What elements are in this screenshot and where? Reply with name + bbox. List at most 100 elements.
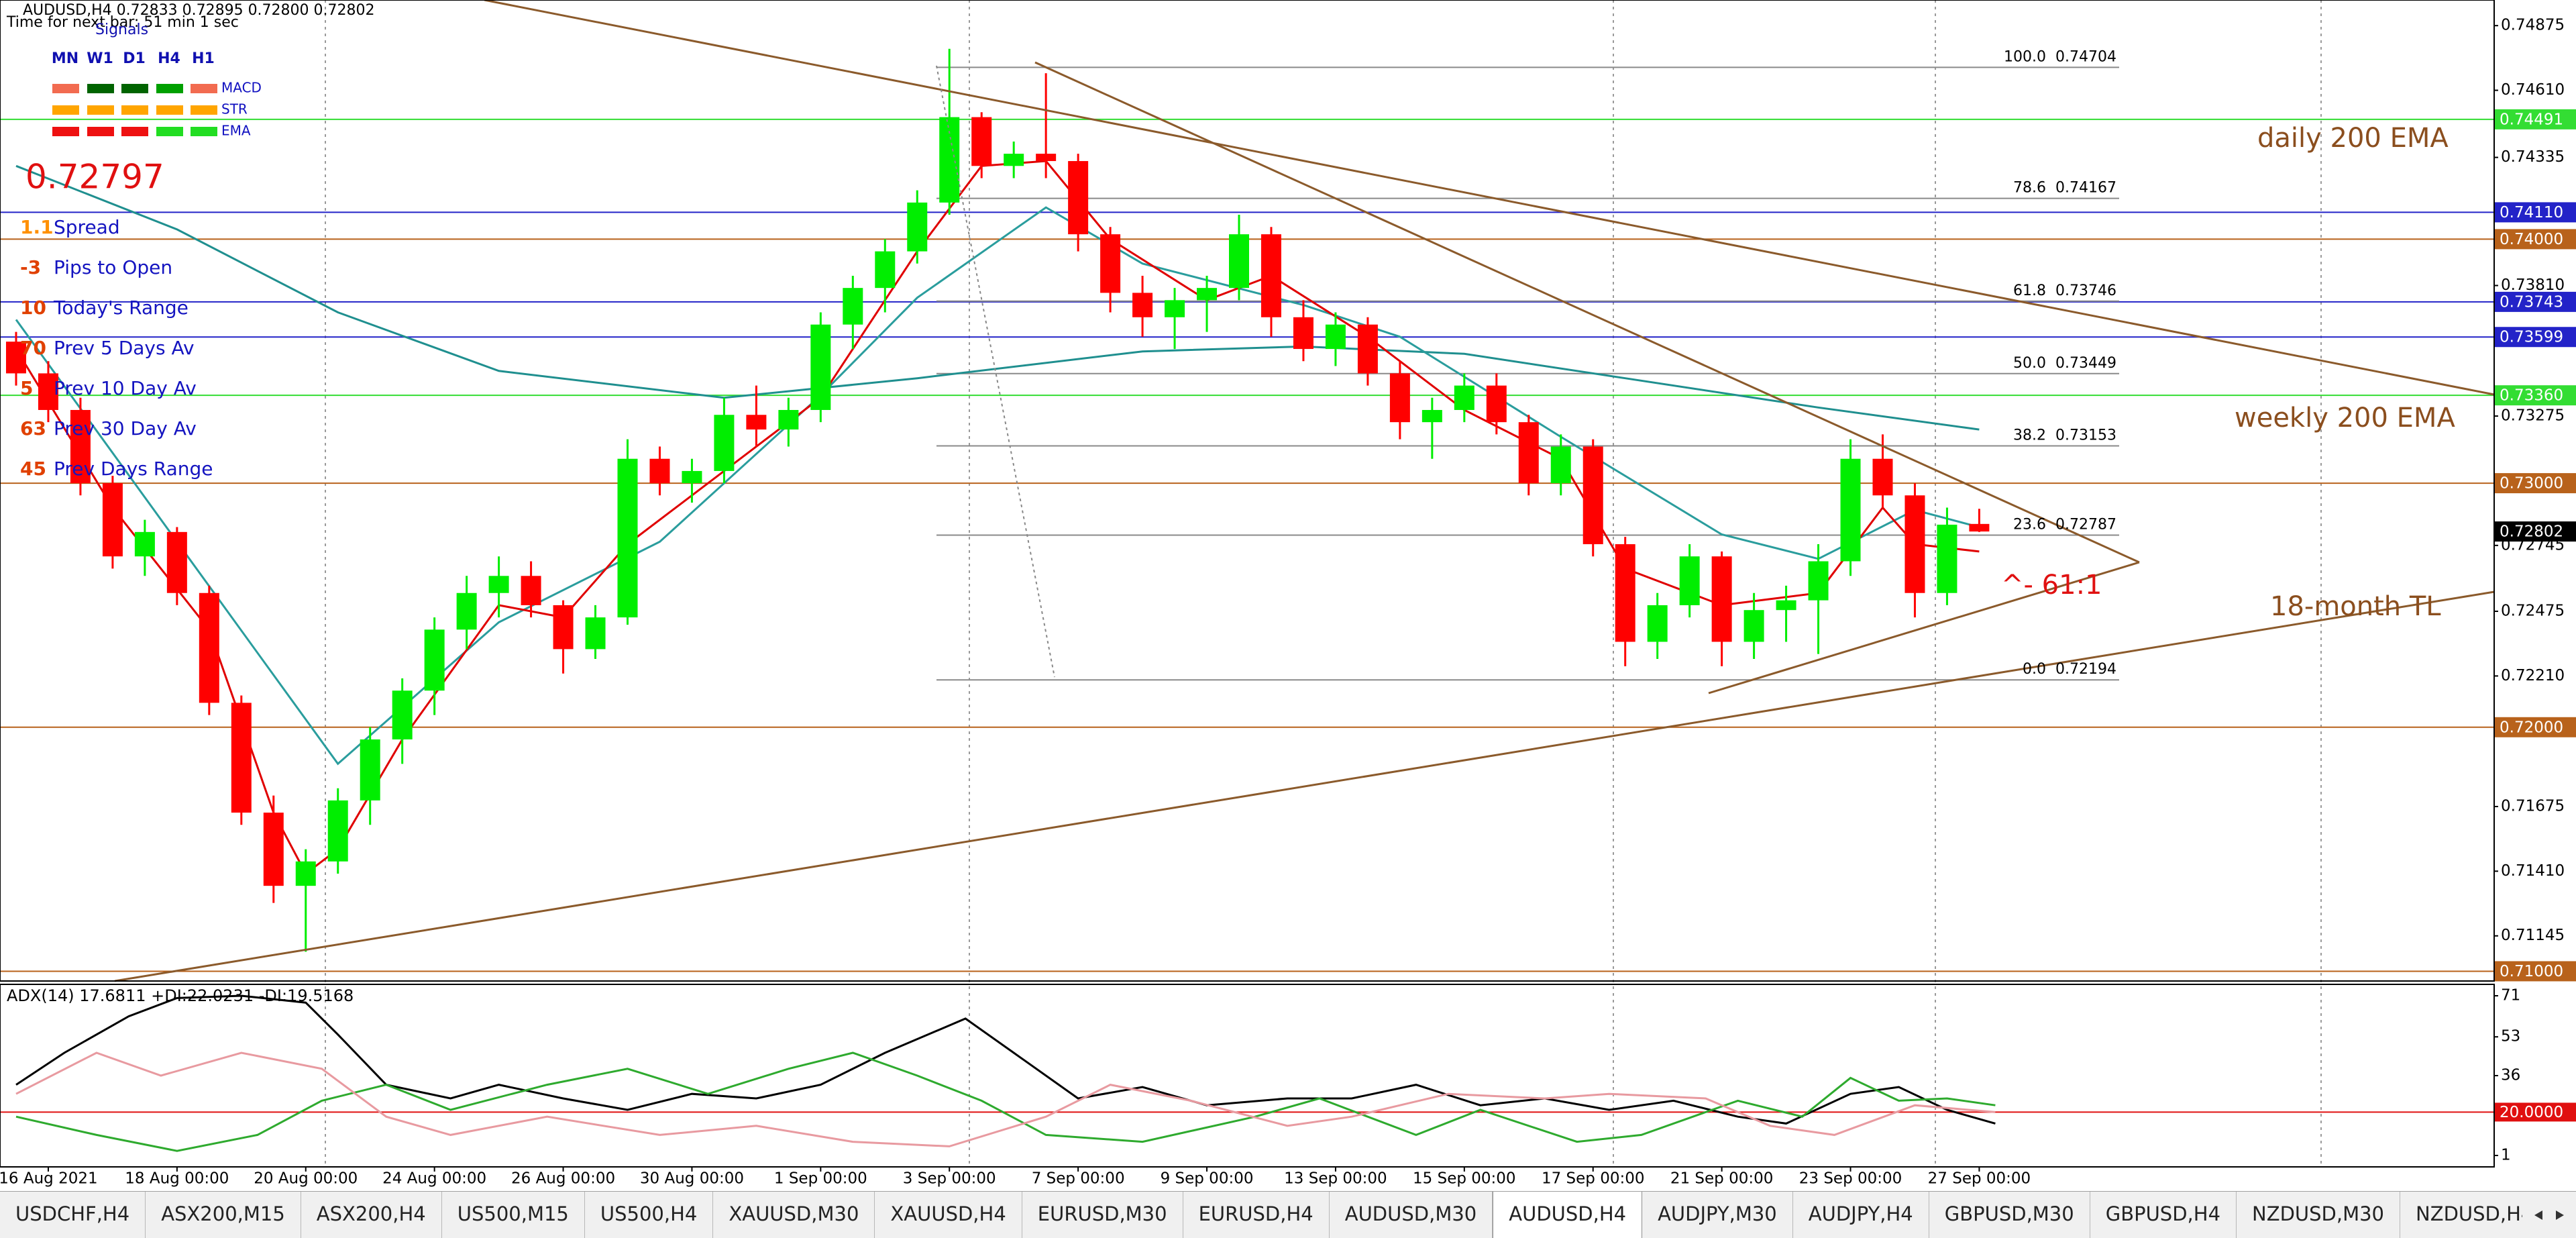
annotation: ^- 61:1 xyxy=(2001,570,2102,601)
trendline xyxy=(484,0,2495,396)
x-tick-label: 30 Aug 00:00 xyxy=(640,1170,744,1188)
stat-label: Today's Range xyxy=(53,297,189,319)
symbol-tab[interactable]: NZDUSD,M30 xyxy=(2237,1192,2401,1238)
fib-level: 61.8 xyxy=(2013,282,2046,299)
background xyxy=(0,0,2576,1191)
candle-body xyxy=(1647,605,1668,642)
level-label-box xyxy=(2495,717,2576,737)
signal-cell xyxy=(191,84,217,93)
signal-cell xyxy=(121,105,148,115)
candle-body xyxy=(199,592,219,703)
candle-body xyxy=(1711,556,1732,642)
annotation: 18-month TL xyxy=(2270,591,2441,622)
stat-label: Prev 30 Day Av xyxy=(54,417,197,440)
symbol-tab[interactable]: XAUUSD,H4 xyxy=(875,1192,1022,1238)
symbol-tab[interactable]: USDCHF,H4 xyxy=(0,1192,146,1238)
fib-level: 50.0 xyxy=(2013,355,2046,372)
candle-body xyxy=(810,324,831,410)
candle-body xyxy=(1518,422,1539,484)
candle-body xyxy=(166,531,187,593)
trendline xyxy=(1708,561,2140,694)
candle-body xyxy=(1615,544,1635,642)
candle-body xyxy=(1776,600,1796,611)
indicator-line xyxy=(15,994,1996,1125)
candle-body xyxy=(1036,154,1057,162)
x-tick-label: 3 Sep 00:00 xyxy=(903,1170,996,1188)
candle-body xyxy=(585,617,606,650)
candle-body xyxy=(617,458,638,618)
x-tick-label: 17 Sep 00:00 xyxy=(1542,1170,1645,1188)
level-label: 0.73599 xyxy=(2500,329,2563,346)
y-tick-label: 1 xyxy=(2501,1147,2511,1164)
signal-cell xyxy=(191,105,217,115)
stat-label: Prev Days Range xyxy=(54,458,213,480)
drawings: daily 200 EMA weekly 200 EMA 18-month TL… xyxy=(0,0,2576,1188)
y-tick-label: 0.74875 xyxy=(2501,17,2565,34)
indicator-title: ADX(14) 17.6811 +DI:22.0231 -DI:19.5168 xyxy=(7,986,354,1005)
annotation: weekly 200 EMA xyxy=(2235,403,2455,433)
candle-body xyxy=(1582,446,1603,545)
x-tick-label: 24 Aug 00:00 xyxy=(382,1170,486,1188)
scroll-right[interactable] xyxy=(2556,1210,2564,1220)
candle-body xyxy=(1165,300,1185,317)
current-price-label: 0.72802 xyxy=(2500,523,2563,541)
symbol-line: AUDUSD,H4 0.72833 0.72895 0.72800 0.7280… xyxy=(23,2,375,19)
symbol-tab[interactable]: ASX200,H4 xyxy=(301,1192,442,1238)
y-tick-label: 0.71410 xyxy=(2501,862,2565,880)
symbol-tab[interactable]: AUDJPY,H4 xyxy=(1793,1192,1929,1238)
y-tick-label: 0.73810 xyxy=(2501,276,2565,294)
stat-label: Prev 10 Day Av xyxy=(54,377,197,399)
x-tick-label: 26 Aug 00:00 xyxy=(511,1170,615,1188)
level-label: 0.74110 xyxy=(2500,204,2563,221)
symbol-tab[interactable]: US500,H4 xyxy=(585,1192,714,1238)
symbol-tab[interactable]: GBPUSD,H4 xyxy=(2090,1192,2237,1238)
candle-body xyxy=(70,409,91,484)
signal-column: H1 xyxy=(192,50,215,67)
candle-body xyxy=(1357,324,1378,374)
y-tick-label: 36 xyxy=(2501,1067,2520,1084)
symbol-tab[interactable]: GBPUSD,M30 xyxy=(1929,1192,2090,1238)
symbol-tab[interactable]: AUDUSD,M30 xyxy=(1330,1192,1493,1238)
signal-cell xyxy=(52,105,79,115)
fib-price: 0.73153 xyxy=(2055,427,2116,444)
candle-body xyxy=(521,576,541,605)
tab-scroll-arrows[interactable] xyxy=(2522,1192,2576,1238)
symbol-tab[interactable]: NZDUSD,H4 xyxy=(2400,1192,2522,1238)
candle-body xyxy=(488,576,509,593)
stat-label: Prev 5 Days Av xyxy=(54,337,195,359)
y-tick-label: 0.71145 xyxy=(2501,927,2565,944)
candle-body xyxy=(295,861,316,886)
signal-column: MN xyxy=(52,50,78,67)
fib-price: 0.73746 xyxy=(2055,282,2116,299)
y-tick-label: 0.74610 xyxy=(2501,81,2565,99)
signal-cell xyxy=(121,127,148,136)
symbol-tab[interactable]: XAUUSD,M30 xyxy=(713,1192,875,1238)
signal-cell xyxy=(87,127,114,136)
fib-level: 38.2 xyxy=(2013,427,2046,444)
fib-price: 0.72194 xyxy=(2055,661,2116,678)
candle-body xyxy=(1840,458,1861,562)
fib-price: 0.74704 xyxy=(2055,48,2116,65)
signal-cell xyxy=(52,127,79,136)
fib-price: 0.72787 xyxy=(2055,517,2116,533)
symbol-tab[interactable]: ASX200,M15 xyxy=(146,1192,301,1238)
candle-body xyxy=(1679,556,1700,605)
y-tick-label: 53 xyxy=(2501,1028,2520,1045)
symbol-tab[interactable]: AUDJPY,M30 xyxy=(1642,1192,1793,1238)
symbol-tab[interactable]: EURUSD,M30 xyxy=(1022,1192,1183,1238)
plot: 0.74875 0.74610 0.74335 0.73810 0.73275 0.727… xyxy=(0,17,2565,1164)
scroll-left[interactable] xyxy=(2534,1210,2542,1220)
stat-value: 45 xyxy=(20,458,46,480)
candle-body xyxy=(1229,234,1250,289)
candle-body xyxy=(1197,288,1218,301)
level-label-box xyxy=(2495,229,2576,250)
level-label: 0.73743 xyxy=(2500,293,2563,311)
symbol-tab[interactable]: AUDUSD,H4 xyxy=(1493,1192,1643,1238)
current-price-box xyxy=(2495,521,2576,542)
fib-level: 23.6 xyxy=(2013,517,2046,533)
symbol-tab[interactable]: EURUSD,H4 xyxy=(1183,1192,1330,1238)
symbol-tab[interactable]: US500,M15 xyxy=(442,1192,585,1238)
stat-value: -3 xyxy=(20,256,41,278)
candle-body xyxy=(231,703,252,813)
